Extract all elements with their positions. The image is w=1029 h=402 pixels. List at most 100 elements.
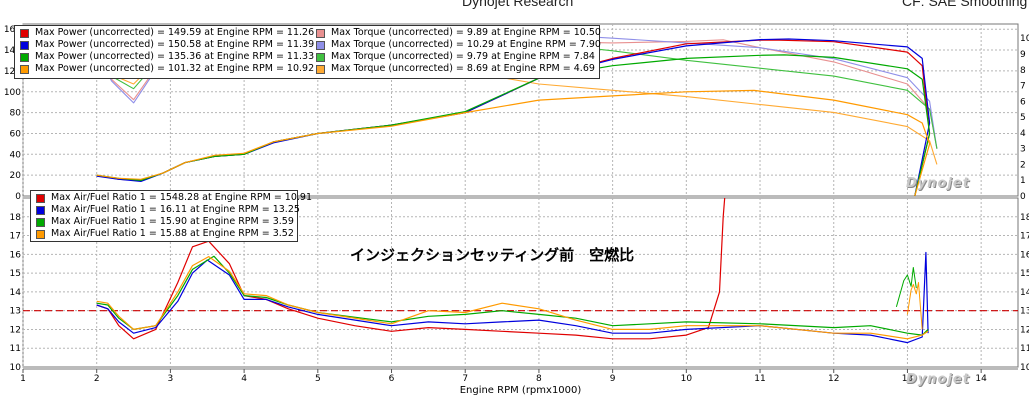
y-tick-label-left: 160 xyxy=(4,25,21,35)
y-tick-label-right: 7 xyxy=(1020,82,1026,92)
afr-late-trace xyxy=(895,267,917,308)
x-tick-label: 12 xyxy=(828,374,839,384)
legend-entry: Max Torque (uncorrected) = 9.89 at Engin… xyxy=(311,27,601,39)
y-tick-label-left: 16 xyxy=(10,250,22,260)
y-tick-label-right: 2 xyxy=(1020,160,1026,170)
y-tick-label-right: 11 xyxy=(1020,344,1029,354)
x-tick-label: 9 xyxy=(610,374,616,384)
legend-swatch xyxy=(316,40,325,50)
legend-swatch xyxy=(20,28,29,38)
legend-entry: Max Air/Fuel Ratio 1 = 1548.28 at Engine… xyxy=(31,192,312,204)
legend-swatch xyxy=(316,28,325,38)
y-tick-label-left: 20 xyxy=(10,171,22,181)
y-tick-label-right: 10 xyxy=(1020,363,1029,373)
x-axis-title: Engine RPM (rpmx1000) xyxy=(460,385,582,396)
legend-entry: Max Power (uncorrected) = 101.32 at Engi… xyxy=(15,63,314,75)
y-tick-label-left: 120 xyxy=(4,67,21,77)
legend-label: Max Torque (uncorrected) = 9.89 at Engin… xyxy=(331,27,601,38)
afr-line xyxy=(96,256,929,340)
legend-entry: Max Air/Fuel Ratio 1 = 15.90 at Engine R… xyxy=(31,216,312,228)
y-tick-label-right: 12 xyxy=(1020,325,1029,335)
y-tick-label-right: 6 xyxy=(1020,97,1026,107)
legend-swatch xyxy=(36,217,45,227)
x-tick-label: 10 xyxy=(681,374,693,384)
y-tick-label-right: 5 xyxy=(1020,113,1026,123)
x-tick-label: 13 xyxy=(902,374,913,384)
y-tick-label-right: 14 xyxy=(1020,288,1029,298)
y-tick-label-left: 11 xyxy=(10,344,21,354)
power-torque-legend: Max Power (uncorrected) = 149.59 at Engi… xyxy=(14,25,601,79)
y-tick-label-left: 60 xyxy=(10,129,22,139)
x-tick-label: 8 xyxy=(536,374,542,384)
legend-label: Max Air/Fuel Ratio 1 = 1548.28 at Engine… xyxy=(51,192,312,203)
legend-swatch xyxy=(36,205,45,215)
y-tick-label-right: 17 xyxy=(1020,232,1029,242)
y-tick-label-left: 40 xyxy=(10,150,22,160)
header-correction: CF: SAE Smoothing xyxy=(902,0,1028,9)
afr-late-trace xyxy=(906,282,923,330)
legend-label: Max Power (uncorrected) = 101.32 at Engi… xyxy=(35,63,315,74)
legend-entry: Max Torque (uncorrected) = 10.29 at Engi… xyxy=(311,39,601,51)
y-tick-label-right: 16 xyxy=(1020,250,1029,260)
header-title: Dynojet Research xyxy=(462,0,574,9)
y-tick-label-right: 9 xyxy=(1020,50,1026,60)
legend-label: Max Air/Fuel Ratio 1 = 15.88 at Engine R… xyxy=(51,228,294,239)
y-tick-label-left: 140 xyxy=(4,46,21,56)
legend-entry: Max Air/Fuel Ratio 1 = 16.11 at Engine R… xyxy=(31,204,312,216)
legend-swatch xyxy=(20,52,29,62)
power-line xyxy=(96,89,931,197)
legend-swatch xyxy=(20,64,29,74)
legend-entry: Max Power (uncorrected) = 150.58 at Engi… xyxy=(15,39,314,51)
legend-swatch xyxy=(20,40,29,50)
brand-watermark-bottom: Dynojet xyxy=(906,372,970,387)
legend-swatch xyxy=(36,229,45,239)
y-tick-label-left: 13 xyxy=(10,307,21,317)
y-tick-label-right: 13 xyxy=(1020,307,1029,317)
afr-line xyxy=(96,251,929,344)
air-fuel-legend: Max Air/Fuel Ratio 1 = 1548.28 at Engine… xyxy=(30,190,312,242)
legend-label: Max Torque (uncorrected) = 9.79 at Engin… xyxy=(331,51,595,62)
legend-swatch xyxy=(316,64,325,74)
legend-entry: Max Air/Fuel Ratio 1 = 15.88 at Engine R… xyxy=(31,228,312,240)
y-tick-label-left: 100 xyxy=(4,88,21,98)
y-tick-label-right: 18 xyxy=(1020,213,1029,223)
x-tick-label: 6 xyxy=(389,374,395,384)
brand-watermark-top: Dynojet xyxy=(906,176,970,191)
y-tick-label-left: 10 xyxy=(10,363,22,373)
y-tick-label-right: 1 xyxy=(1020,176,1026,186)
x-tick-label: 4 xyxy=(241,374,247,384)
afr-line xyxy=(96,255,929,336)
y-tick-label-left: 12 xyxy=(10,325,21,335)
legend-entry: Max Power (uncorrected) = 135.36 at Engi… xyxy=(15,51,314,63)
x-tick-label: 3 xyxy=(168,374,174,384)
y-tick-label-right: 10 xyxy=(1020,34,1029,44)
y-tick-label-left: 80 xyxy=(10,109,22,119)
y-tick-label-left: 15 xyxy=(10,269,21,279)
x-tick-label: 1 xyxy=(20,374,26,384)
y-tick-label-right: 4 xyxy=(1020,129,1026,139)
x-tick-label: 11 xyxy=(754,374,765,384)
legend-label: Max Torque (uncorrected) = 10.29 at Engi… xyxy=(331,39,601,50)
legend-swatch xyxy=(316,52,325,62)
legend-entry: Max Power (uncorrected) = 149.59 at Engi… xyxy=(15,27,314,39)
x-tick-label: 14 xyxy=(975,374,987,384)
afr-lines xyxy=(96,198,929,344)
legend-label: Max Air/Fuel Ratio 1 = 15.90 at Engine R… xyxy=(51,216,294,227)
x-tick-label: 5 xyxy=(315,374,321,384)
legend-label: Max Torque (uncorrected) = 8.69 at Engin… xyxy=(331,63,595,74)
y-tick-label-right: 0 xyxy=(1020,192,1026,202)
legend-label: Max Air/Fuel Ratio 1 = 16.11 at Engine R… xyxy=(51,204,300,215)
legend-entry: Max Torque (uncorrected) = 8.69 at Engin… xyxy=(311,63,601,75)
y-tick-label-left: 0 xyxy=(15,192,21,202)
y-tick-label-left: 18 xyxy=(10,213,22,223)
legend-entry: Max Torque (uncorrected) = 9.79 at Engin… xyxy=(311,51,601,63)
legend-label: Max Power (uncorrected) = 150.58 at Engi… xyxy=(35,39,315,50)
y-tick-label-right: 15 xyxy=(1020,269,1029,279)
y-tick-label-right: 3 xyxy=(1020,145,1026,155)
annotation-text: インジェクションセッティング前 空燃比 xyxy=(350,246,635,264)
legend-label: Max Power (uncorrected) = 135.36 at Engi… xyxy=(35,51,315,62)
y-tick-label-right: 8 xyxy=(1020,66,1026,76)
legend-swatch xyxy=(36,193,45,203)
legend-label: Max Power (uncorrected) = 149.59 at Engi… xyxy=(35,27,315,38)
